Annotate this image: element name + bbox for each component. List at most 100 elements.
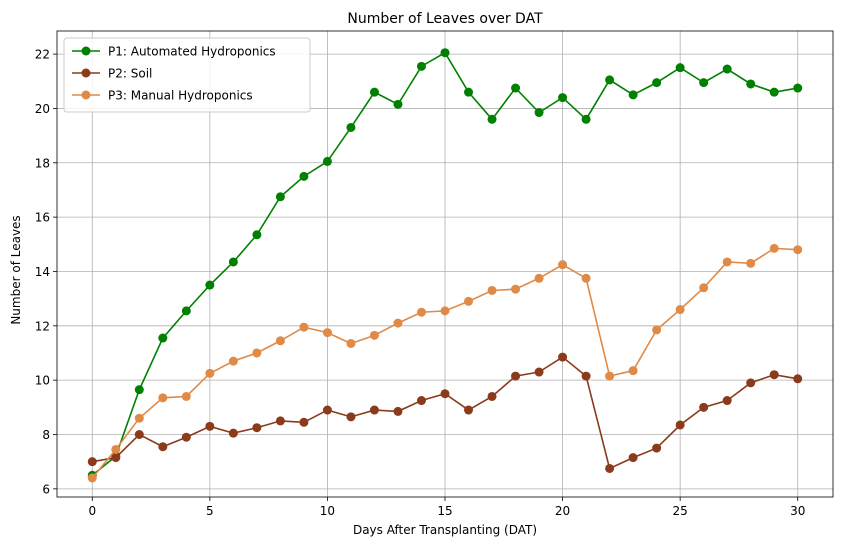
series-1	[87, 48, 803, 480]
data-point	[722, 64, 732, 74]
data-point	[511, 284, 521, 294]
data-point	[558, 260, 568, 270]
legend-marker	[81, 68, 91, 78]
data-point	[534, 273, 544, 283]
data-point	[393, 318, 403, 328]
data-point	[746, 258, 756, 268]
data-point	[416, 61, 426, 71]
data-point	[205, 280, 215, 290]
data-point	[793, 83, 803, 93]
data-point	[416, 307, 426, 317]
data-point	[746, 378, 756, 388]
data-point	[746, 79, 756, 89]
data-point	[181, 432, 191, 442]
data-point	[252, 230, 262, 240]
data-point	[346, 122, 356, 132]
data-point	[581, 114, 591, 124]
data-point	[299, 322, 309, 332]
y-tick-label: 10	[35, 374, 50, 388]
x-tick-label: 5	[206, 504, 214, 518]
data-point	[158, 442, 168, 452]
data-point	[699, 402, 709, 412]
y-tick-label: 14	[35, 265, 50, 279]
y-tick-label: 18	[35, 156, 50, 170]
data-point	[322, 328, 332, 338]
data-point	[181, 306, 191, 316]
data-point	[652, 78, 662, 88]
series-2	[87, 352, 803, 473]
data-point	[652, 325, 662, 335]
data-point	[87, 457, 97, 467]
data-point	[299, 171, 309, 181]
data-point	[275, 336, 285, 346]
data-point	[675, 305, 685, 315]
data-point	[228, 257, 238, 267]
data-point	[464, 405, 474, 415]
y-axis-label: Number of Leaves	[9, 215, 23, 324]
data-point	[416, 396, 426, 406]
data-point	[534, 108, 544, 118]
x-tick-label: 15	[437, 504, 452, 518]
x-tick-label: 0	[88, 504, 96, 518]
data-point	[440, 48, 450, 58]
data-point	[487, 285, 497, 295]
chart-title: Number of Leaves over DAT	[347, 11, 543, 27]
x-tick-label: 25	[673, 504, 688, 518]
data-point	[675, 420, 685, 430]
data-point	[252, 423, 262, 433]
data-point	[793, 374, 803, 384]
data-point	[675, 63, 685, 73]
axes: 0 5 10 15 20 25 30 6 8 10 12 14 16 18 20 22	[35, 30, 834, 518]
data-point	[628, 453, 638, 463]
legend-label: P2: Soil	[108, 67, 152, 81]
data-point	[722, 396, 732, 406]
legend-label: P3: Manual Hydroponics	[108, 89, 253, 103]
data-point	[87, 473, 97, 483]
data-point	[769, 87, 779, 97]
data-point	[228, 356, 238, 366]
data-point	[605, 371, 615, 381]
data-point	[393, 99, 403, 109]
series-3	[87, 243, 803, 483]
x-axis-label: Days After Transplanting (DAT)	[353, 523, 537, 537]
data-point	[652, 443, 662, 453]
legend-marker	[81, 46, 91, 56]
data-point	[487, 391, 497, 401]
data-point	[793, 245, 803, 255]
data-point	[228, 428, 238, 438]
data-point	[628, 366, 638, 376]
data-point	[181, 391, 191, 401]
legend-box	[63, 37, 311, 113]
data-point	[699, 283, 709, 293]
x-tick-label: 20	[555, 504, 570, 518]
data-point	[346, 338, 356, 348]
data-point	[558, 93, 568, 103]
grid	[57, 31, 833, 497]
data-point	[134, 385, 144, 395]
y-tick-label: 20	[35, 102, 50, 116]
data-point	[134, 430, 144, 440]
y-tick-label: 12	[35, 319, 50, 333]
data-point	[322, 405, 332, 415]
data-point	[699, 78, 709, 88]
data-point	[440, 389, 450, 399]
y-tick-label: 16	[35, 211, 50, 225]
data-point	[111, 453, 121, 463]
data-point	[393, 406, 403, 416]
legend-item: P3: Manual Hydroponics	[72, 89, 253, 103]
data-point	[111, 444, 121, 454]
x-tick-label: 30	[790, 504, 805, 518]
data-point	[534, 367, 544, 377]
data-point	[487, 114, 497, 124]
data-point	[369, 330, 379, 340]
data-point	[605, 75, 615, 85]
data-point	[205, 368, 215, 378]
data-point	[769, 243, 779, 253]
data-point	[369, 87, 379, 97]
data-point	[628, 90, 638, 100]
data-point	[275, 192, 285, 202]
data-point	[769, 370, 779, 380]
data-point	[205, 421, 215, 431]
data-point	[511, 371, 521, 381]
